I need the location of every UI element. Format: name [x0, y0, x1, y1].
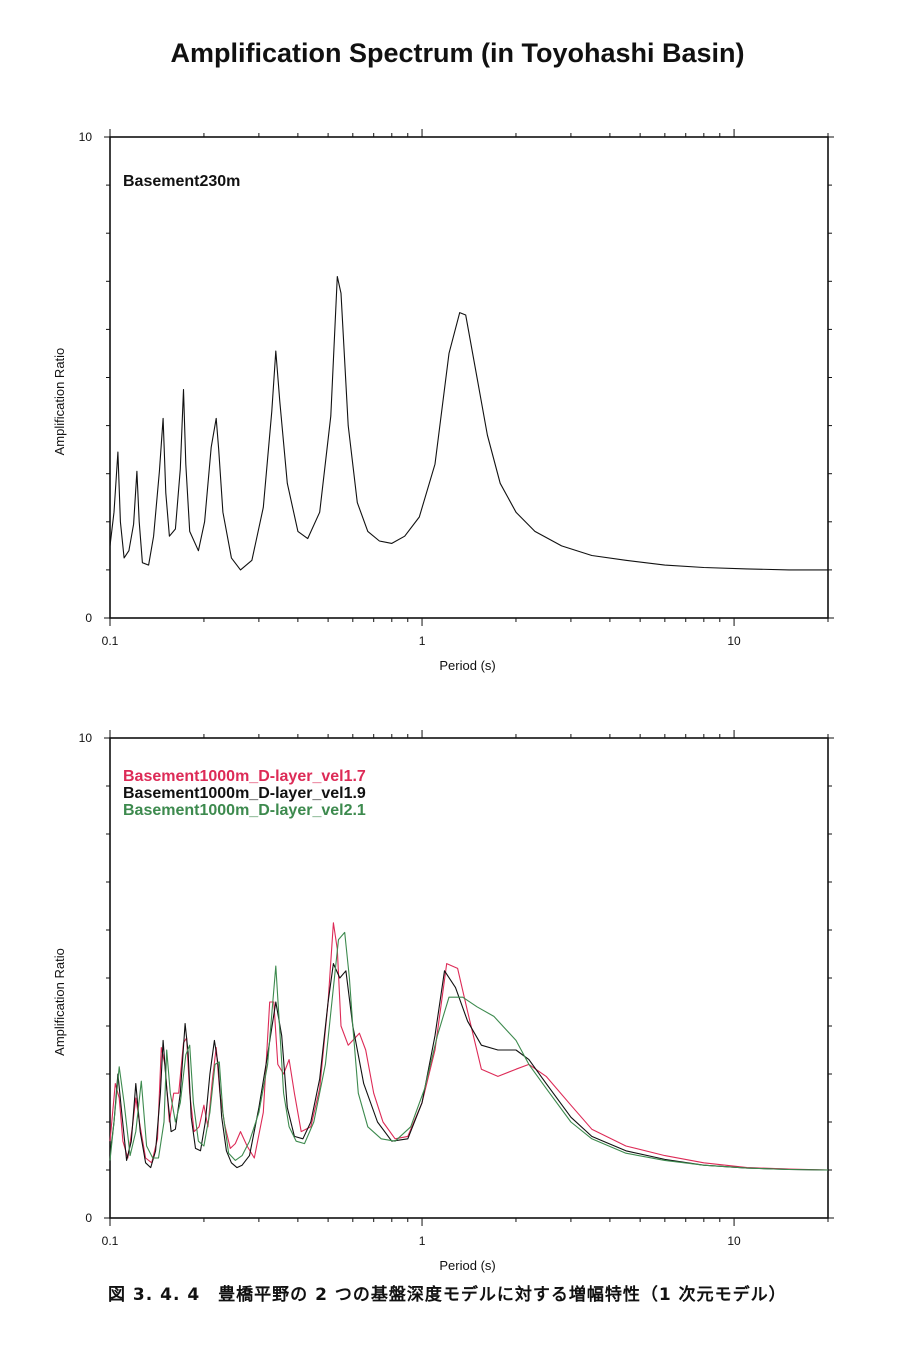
chart-panel-1: 0.1 1 10 0 10 Period (s) Amplification Ratio Ba… — [52, 129, 834, 673]
y-tick-label: 0 — [85, 611, 92, 625]
x-axis-label: Period (s) — [439, 658, 495, 673]
x-tick-label: 0.1 — [102, 1234, 119, 1248]
series-line-2 — [109, 963, 829, 1171]
series-line-3 — [109, 931, 829, 1171]
page-title: Amplification Spectrum (in Toyohashi Bas… — [170, 38, 745, 68]
y-axis-label: Amplification Ratio — [52, 948, 67, 1056]
x-axis-label: Period (s) — [439, 1258, 495, 1273]
legend-entry-3: Basement1000m_D-layer_vel2.1 — [123, 802, 366, 819]
x-tick-label: 10 — [727, 1234, 741, 1248]
x-tick-label: 0.1 — [102, 634, 119, 648]
y-tick-label: 10 — [79, 130, 93, 144]
series-line-1 — [109, 275, 828, 571]
figure-caption: 図 3. 4. 4 豊橋平野の 2 つの基盤深度モデルに対する増幅特性（1 次元… — [108, 1285, 787, 1305]
chart-panel-2: 0.1 1 10 0 10 Period (s) Amplification Ratio Ba… — [52, 730, 834, 1273]
y-tick-label: 0 — [85, 1211, 92, 1225]
legend-entry-1: Basement230m — [123, 173, 240, 190]
x-tick-label: 1 — [419, 634, 426, 648]
legend-entry-1: Basement1000m_D-layer_vel1.7 — [123, 768, 366, 785]
plot-frame — [109, 136, 829, 619]
y-tick-label: 10 — [79, 731, 93, 745]
legend-entry-2: Basement1000m_D-layer_vel1.9 — [123, 785, 366, 802]
y-axis-label: Amplification Ratio — [52, 348, 67, 456]
series-line-1 — [109, 922, 829, 1171]
x-tick-label: 1 — [419, 1234, 426, 1248]
x-tick-label: 10 — [727, 634, 741, 648]
